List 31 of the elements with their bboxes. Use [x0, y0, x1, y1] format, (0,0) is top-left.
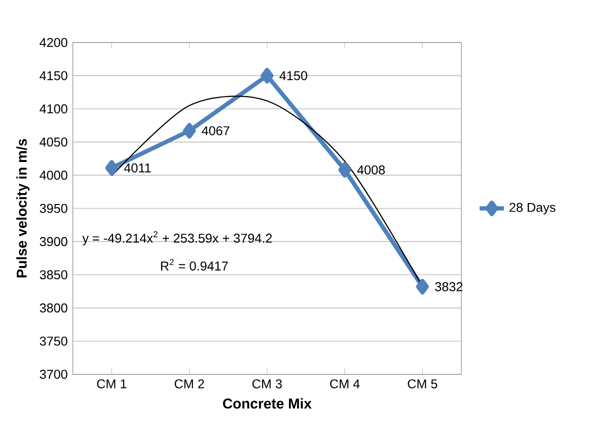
- y-tick-label: 4200: [40, 38, 68, 47]
- y-tick-label: 3950: [40, 204, 68, 213]
- point: [338, 162, 352, 178]
- x-tick-label: CM 3: [252, 379, 282, 388]
- point: [105, 160, 118, 176]
- point: [260, 68, 274, 84]
- y-tick-label: 3750: [40, 336, 68, 346]
- x-tick-label: CM 5: [408, 379, 438, 388]
- y-tick-label: 4100: [40, 104, 68, 114]
- y-tick-label: 3800: [40, 303, 68, 312]
- x-tick-label: CM 1: [97, 379, 126, 388]
- data-label: 3832: [435, 282, 462, 292]
- x-tick-label: CM 2: [174, 379, 204, 388]
- y-tick-label: 3900: [40, 236, 68, 246]
- y-tick-label: 4000: [40, 170, 68, 180]
- legend-label: 28 Days: [510, 202, 556, 214]
- y-tick-label: 3850: [40, 270, 68, 280]
- y-tick-label: 4150: [40, 71, 68, 80]
- data-label: 4150: [280, 71, 308, 80]
- annotation: y = -49.214x$^{2}$ + 253.59x + 3794.2: [82, 231, 272, 246]
- y-tick-label: 3700: [40, 370, 68, 379]
- x-axis-title: Concrete Mix: [223, 398, 312, 409]
- x-tick-label: CM 4: [330, 379, 360, 388]
- y-axis-title: Pulse velocity in m/s: [16, 138, 30, 278]
- data-label: 4067: [202, 126, 230, 136]
- point: [182, 122, 196, 139]
- annotation: R$^{2}$ = 0.9417: [161, 259, 228, 271]
- data-label: 4008: [357, 165, 385, 174]
- y-tick-label: 4050: [40, 137, 68, 147]
- point: [416, 278, 429, 294]
- data-label: 4011: [124, 163, 151, 172]
